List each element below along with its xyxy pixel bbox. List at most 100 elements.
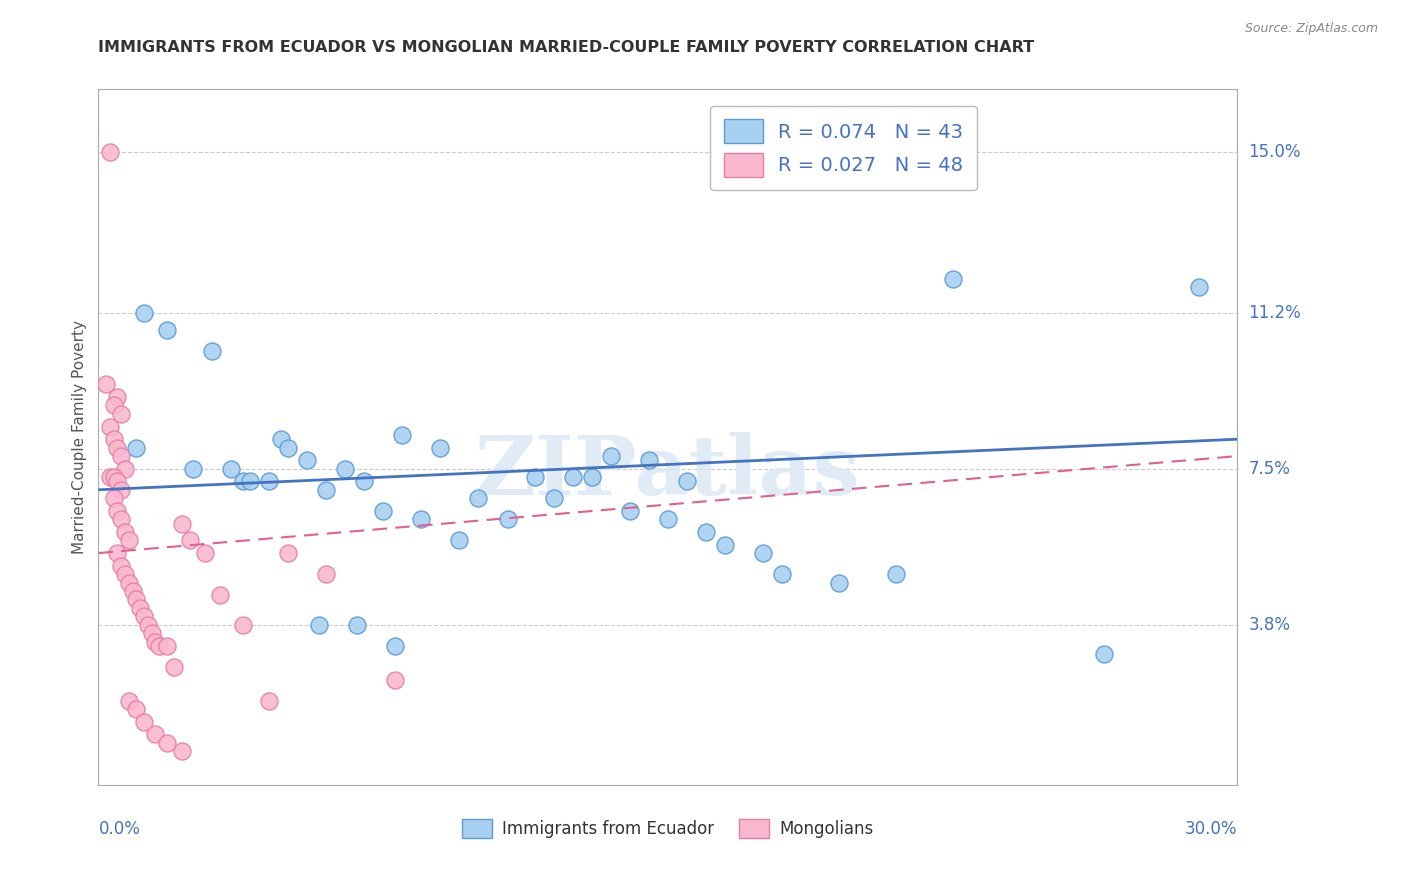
Point: [179, 533, 201, 548]
Point: [657, 512, 679, 526]
Point: [107, 390, 129, 404]
Point: [752, 546, 775, 560]
Point: [136, 617, 159, 632]
Point: [103, 432, 125, 446]
Point: [619, 504, 641, 518]
Point: [183, 461, 205, 475]
Legend: Immigrants from Ecuador, Mongolians: Immigrants from Ecuador, Mongolians: [454, 810, 882, 847]
Point: [315, 567, 337, 582]
Point: [110, 407, 132, 421]
Point: [98, 419, 121, 434]
Point: [676, 475, 699, 489]
Point: [170, 744, 193, 758]
Point: [132, 714, 155, 729]
Point: [201, 343, 224, 358]
Point: [132, 306, 155, 320]
Point: [391, 428, 413, 442]
Point: [259, 475, 281, 489]
Point: [232, 475, 254, 489]
Point: [498, 512, 520, 526]
Point: [94, 377, 117, 392]
Point: [156, 736, 179, 750]
Text: 30.0%: 30.0%: [1185, 820, 1237, 838]
Point: [103, 470, 125, 484]
Point: [1094, 647, 1116, 661]
Point: [141, 626, 163, 640]
Point: [110, 449, 132, 463]
Point: [239, 475, 262, 489]
Point: [543, 491, 565, 506]
Point: [384, 673, 406, 687]
Point: [208, 588, 231, 602]
Text: IMMIGRANTS FROM ECUADOR VS MONGOLIAN MARRIED-COUPLE FAMILY POVERTY CORRELATION C: IMMIGRANTS FROM ECUADOR VS MONGOLIAN MAR…: [98, 40, 1035, 55]
Point: [884, 567, 907, 582]
Point: [467, 491, 489, 506]
Point: [259, 693, 281, 707]
Point: [129, 600, 152, 615]
Point: [145, 727, 167, 741]
Point: [98, 145, 121, 160]
Point: [297, 453, 319, 467]
Text: 15.0%: 15.0%: [1249, 144, 1301, 161]
Point: [270, 432, 292, 446]
Point: [118, 575, 141, 590]
Point: [125, 592, 148, 607]
Text: 7.5%: 7.5%: [1249, 459, 1291, 478]
Point: [638, 453, 661, 467]
Point: [335, 461, 357, 475]
Point: [107, 475, 129, 489]
Point: [103, 399, 125, 413]
Point: [581, 470, 603, 484]
Point: [714, 538, 737, 552]
Point: [148, 639, 170, 653]
Point: [110, 483, 132, 497]
Point: [695, 524, 717, 539]
Point: [145, 634, 167, 648]
Point: [524, 470, 547, 484]
Point: [221, 461, 243, 475]
Point: [118, 693, 141, 707]
Text: 3.8%: 3.8%: [1249, 615, 1291, 633]
Point: [98, 470, 121, 484]
Point: [114, 461, 136, 475]
Point: [429, 441, 451, 455]
Point: [315, 483, 337, 497]
Point: [1188, 280, 1211, 294]
Point: [371, 504, 394, 518]
Point: [156, 322, 179, 336]
Text: ZIPatlas: ZIPatlas: [475, 432, 860, 512]
Point: [232, 617, 254, 632]
Point: [194, 546, 217, 560]
Point: [277, 441, 299, 455]
Point: [411, 512, 433, 526]
Point: [277, 546, 299, 560]
Point: [114, 524, 136, 539]
Point: [942, 272, 965, 286]
Point: [384, 639, 406, 653]
Point: [562, 470, 585, 484]
Point: [132, 609, 155, 624]
Point: [449, 533, 471, 548]
Point: [770, 567, 793, 582]
Text: 0.0%: 0.0%: [98, 820, 141, 838]
Point: [114, 567, 136, 582]
Point: [103, 491, 125, 506]
Point: [170, 516, 193, 531]
Point: [308, 617, 330, 632]
Point: [346, 617, 368, 632]
Point: [118, 533, 141, 548]
Point: [600, 449, 623, 463]
Text: 11.2%: 11.2%: [1249, 303, 1301, 322]
Text: Source: ZipAtlas.com: Source: ZipAtlas.com: [1244, 22, 1378, 36]
Point: [125, 702, 148, 716]
Y-axis label: Married-Couple Family Poverty: Married-Couple Family Poverty: [72, 320, 87, 554]
Point: [121, 584, 143, 599]
Point: [110, 558, 132, 573]
Point: [163, 660, 186, 674]
Point: [110, 512, 132, 526]
Point: [353, 475, 375, 489]
Point: [107, 441, 129, 455]
Point: [828, 575, 851, 590]
Point: [156, 639, 179, 653]
Point: [107, 504, 129, 518]
